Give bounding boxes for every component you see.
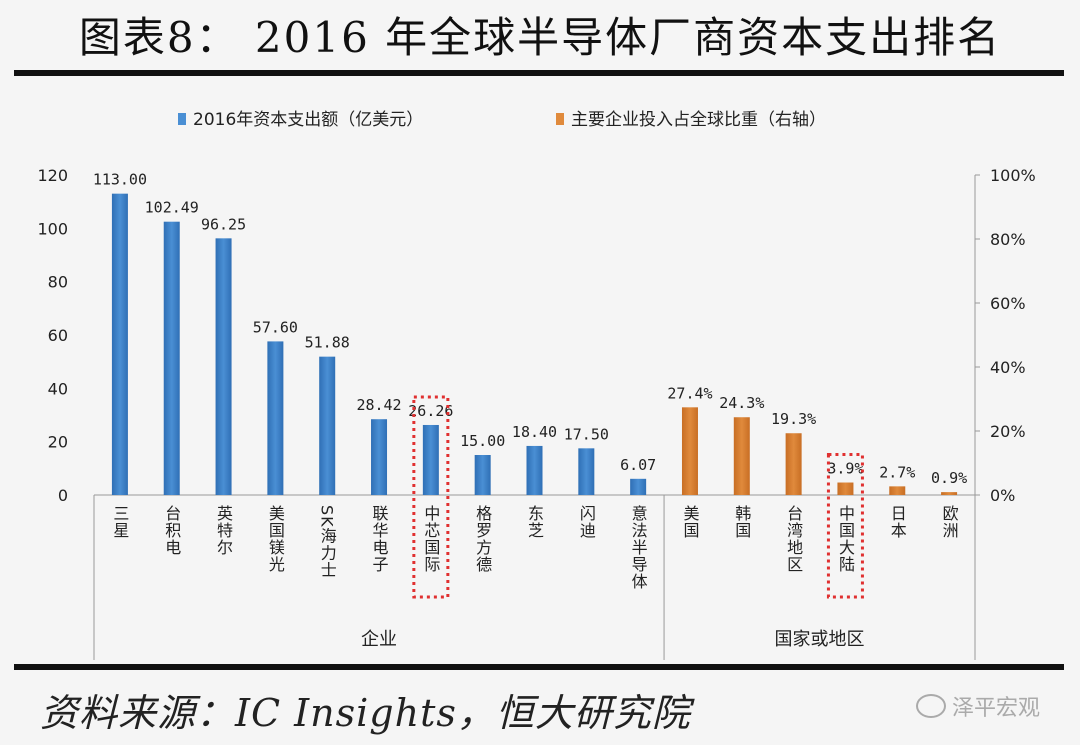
bar-capex xyxy=(163,221,180,495)
y-left-tick-label: 120 xyxy=(37,166,68,185)
y-right-tick-label: 60% xyxy=(990,294,1026,313)
bar-capex xyxy=(526,445,543,495)
category-label: 三星 xyxy=(110,505,129,539)
category-label: 欧洲 xyxy=(940,505,959,539)
bar-share xyxy=(941,492,958,495)
y-right-tick-label: 0% xyxy=(990,486,1015,505)
category-label: 英特尔 xyxy=(214,505,233,556)
bar-capex xyxy=(422,424,439,495)
category-label: 台湾地区 xyxy=(784,505,803,573)
top-divider xyxy=(14,70,1064,76)
data-label: 17.50 xyxy=(564,425,609,443)
data-label: 3.9% xyxy=(827,460,863,478)
category-label: 东芝 xyxy=(525,505,544,539)
highlight-box xyxy=(412,395,450,599)
category-label: 美国 xyxy=(680,505,699,539)
watermark-text: 泽平宏观 xyxy=(951,696,1040,721)
y-right-tick-label: 100% xyxy=(990,166,1036,185)
bar-capex xyxy=(371,419,388,495)
source-note: 资料来源：IC Insights，恒大研究院 xyxy=(40,691,691,735)
highlight-box xyxy=(826,453,864,599)
bar-share xyxy=(837,482,854,495)
legend-label-capex: 2016年资本支出额（亿美元） xyxy=(193,110,423,130)
data-label: 26.26 xyxy=(408,402,453,420)
category-label: 格罗方德 xyxy=(473,505,492,573)
bar-share xyxy=(681,407,698,495)
data-label: 24.3% xyxy=(719,394,764,412)
data-label: 51.88 xyxy=(305,334,350,352)
category-label: 韩国 xyxy=(732,505,751,539)
data-label: 6.07 xyxy=(620,456,656,474)
category-label: 意法半导体 xyxy=(629,504,648,590)
y-left-tick-label: 40 xyxy=(48,379,68,398)
bar-capex xyxy=(319,356,336,495)
y-right-tick-label: 40% xyxy=(990,358,1026,377)
category-label: 联华电子 xyxy=(370,505,389,573)
data-label: 0.9% xyxy=(931,469,967,487)
data-label: 2.7% xyxy=(879,463,915,481)
y-left-tick-label: 80 xyxy=(48,273,68,292)
y-right-tick-label: 20% xyxy=(990,422,1026,441)
y-left-tick-label: 0 xyxy=(58,486,68,505)
data-label: 113.00 xyxy=(93,171,147,189)
bar-capex xyxy=(474,455,491,495)
bottom-divider xyxy=(14,664,1064,670)
group-label-companies: 企业 xyxy=(361,629,397,650)
watermark: 泽平宏观 xyxy=(915,690,1040,722)
category-label: 闪迪 xyxy=(577,505,596,539)
y-left-tick-label: 20 xyxy=(48,433,68,452)
y-right-tick-label: 80% xyxy=(990,230,1026,249)
data-label: 102.49 xyxy=(145,199,199,217)
data-label: 27.4% xyxy=(667,384,712,402)
wechat-icon xyxy=(915,694,946,718)
data-label: 18.40 xyxy=(512,423,557,441)
bar-capex xyxy=(215,238,232,496)
page-title: 图表8： 2016 年全球半导体厂商资本支出排名 xyxy=(78,13,1002,62)
data-label: 57.60 xyxy=(253,318,298,336)
legend-swatch-share xyxy=(556,113,564,125)
legend-label-share: 主要企业投入占全球比重（右轴） xyxy=(571,110,826,130)
category-label: 台积电 xyxy=(162,505,181,556)
bar-share xyxy=(785,433,802,495)
bar-capex xyxy=(630,478,647,495)
category-label: 日本 xyxy=(888,505,907,539)
bar-share xyxy=(733,417,750,495)
y-left-tick-label: 60 xyxy=(48,326,68,345)
y-left-tick-label: 100 xyxy=(37,219,68,238)
data-label: 19.3% xyxy=(771,410,816,428)
legend-swatch-capex xyxy=(178,113,186,125)
group-label-regions: 国家或地区 xyxy=(775,629,865,650)
bar-capex xyxy=(111,193,128,495)
data-label: 28.42 xyxy=(356,396,401,414)
bar-share xyxy=(889,486,906,495)
bar-capex xyxy=(578,448,595,495)
category-label: 中国大陆 xyxy=(836,505,855,573)
data-label: 96.25 xyxy=(201,215,246,233)
category-label: 中芯国际 xyxy=(421,505,440,573)
data-label: 15.00 xyxy=(460,432,505,450)
bar-capex xyxy=(267,341,284,495)
category-label: SK海力士 xyxy=(318,505,337,579)
category-label: 美国镁光 xyxy=(266,505,285,573)
